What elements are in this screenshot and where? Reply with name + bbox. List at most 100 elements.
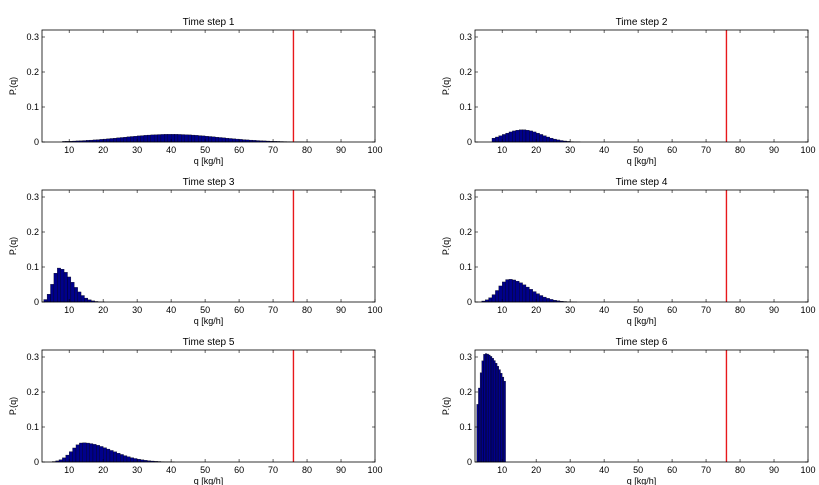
x-tick-label: 70 <box>268 145 278 155</box>
y-axis-label: P.(q) <box>8 397 18 415</box>
histogram-bar <box>69 451 73 463</box>
x-tick-label: 100 <box>800 305 815 315</box>
histogram-bar <box>218 137 223 143</box>
histogram-bar <box>75 444 80 463</box>
axes-box <box>41 349 376 463</box>
x-tick-label: 50 <box>200 305 210 315</box>
histogram-bar <box>89 443 94 463</box>
x-tick-label: 60 <box>234 465 244 475</box>
axes-box <box>41 29 376 143</box>
histogram-bar <box>495 363 498 463</box>
histogram-bar <box>542 296 547 303</box>
histogram-bar <box>228 138 233 143</box>
histogram-bar <box>130 136 134 143</box>
x-tick-label: 70 <box>701 145 711 155</box>
histogram-bar <box>106 138 111 143</box>
histogram-bar <box>120 454 124 463</box>
axes-box <box>41 189 376 303</box>
y-axis-label: P.(q) <box>441 77 451 95</box>
x-axis-label: q [kg/h] <box>627 316 657 326</box>
histogram-bar <box>153 134 158 143</box>
y-tick-label: 0.1 <box>459 422 472 432</box>
x-tick-label: 50 <box>633 305 643 315</box>
x-tick-label: 80 <box>302 305 312 315</box>
histogram-bar <box>508 131 513 143</box>
histogram-bar <box>65 454 70 463</box>
histogram-bar <box>215 137 219 143</box>
subplot-1: 10 20 30 40 50 60 70 80 90 100 0 0.1 0.2 0.3 Time step… <box>8 17 383 166</box>
histogram-bar <box>479 372 482 463</box>
histogram-bar <box>498 285 503 303</box>
histogram-bar <box>536 132 540 143</box>
histogram-bar <box>208 136 213 143</box>
x-tick-label: 80 <box>735 145 745 155</box>
histogram-bar <box>546 136 550 143</box>
y-tick-label: 0.1 <box>26 422 39 432</box>
histogram-bar <box>79 442 83 463</box>
histogram-bar <box>133 136 138 143</box>
histogram-bar <box>491 137 496 143</box>
histogram-bar <box>498 135 503 143</box>
histogram-bar <box>481 360 484 463</box>
histogram-bar <box>529 289 533 303</box>
histogram-bar <box>177 134 182 143</box>
histogram-bar <box>136 135 141 143</box>
y-tick-label: 0.2 <box>459 387 472 397</box>
histogram-bar <box>126 456 131 463</box>
histogram-bar <box>113 138 117 143</box>
x-tick-label: 50 <box>633 145 643 155</box>
histogram-bar <box>174 134 179 143</box>
x-tick-label: 30 <box>565 145 575 155</box>
histogram-bar <box>546 298 550 303</box>
histogram-bar <box>505 279 510 303</box>
x-tick-label: 100 <box>800 145 815 155</box>
x-tick-label: 10 <box>497 465 507 475</box>
x-tick-label: 10 <box>64 145 74 155</box>
histogram-bar <box>221 137 226 143</box>
x-tick-label: 70 <box>701 305 711 315</box>
histogram-bar <box>167 134 172 143</box>
histogram-bar <box>50 284 55 303</box>
x-axis-label: q [kg/h] <box>194 476 224 485</box>
histogram-bar <box>123 455 128 463</box>
histogram-bar <box>476 404 479 463</box>
y-tick-label: 0 <box>467 297 472 307</box>
y-tick-label: 0.3 <box>26 192 39 202</box>
histogram-bar <box>491 358 494 463</box>
histogram-bar <box>201 135 206 143</box>
histogram-bar <box>157 134 162 143</box>
x-tick-label: 40 <box>599 145 609 155</box>
histogram-bar <box>187 134 192 143</box>
subplot-title: Time step 1 <box>183 17 235 28</box>
x-tick-label: 20 <box>98 305 108 315</box>
x-tick-label: 20 <box>98 465 108 475</box>
histogram-bar <box>542 135 547 143</box>
histogram-bar <box>525 286 530 303</box>
histogram-bar <box>92 444 97 463</box>
x-tick-label: 90 <box>769 305 779 315</box>
x-tick-label: 40 <box>166 305 176 315</box>
histogram-bar <box>170 134 175 143</box>
y-tick-label: 0 <box>34 297 39 307</box>
x-tick-label: 70 <box>268 465 278 475</box>
histogram-bar <box>96 445 100 463</box>
histogram-bar <box>232 138 236 143</box>
subplot-title: Time step 6 <box>616 337 668 348</box>
histogram-bar <box>150 134 155 143</box>
histogram-bar <box>116 137 121 143</box>
histogram-bar <box>204 136 209 143</box>
histogram-bar <box>70 282 75 303</box>
histogram-bar <box>502 281 506 303</box>
histogram-bar <box>532 291 537 303</box>
histogram-bar <box>508 279 513 303</box>
histogram-bar <box>80 295 85 303</box>
histogram-bar <box>522 284 527 303</box>
x-tick-label: 90 <box>769 145 779 155</box>
axes-box <box>474 189 809 303</box>
x-tick-label: 30 <box>132 305 142 315</box>
x-tick-label: 60 <box>234 145 244 155</box>
histogram-bar <box>53 273 58 303</box>
histogram-bar <box>60 269 65 303</box>
histogram-bar <box>82 442 87 463</box>
